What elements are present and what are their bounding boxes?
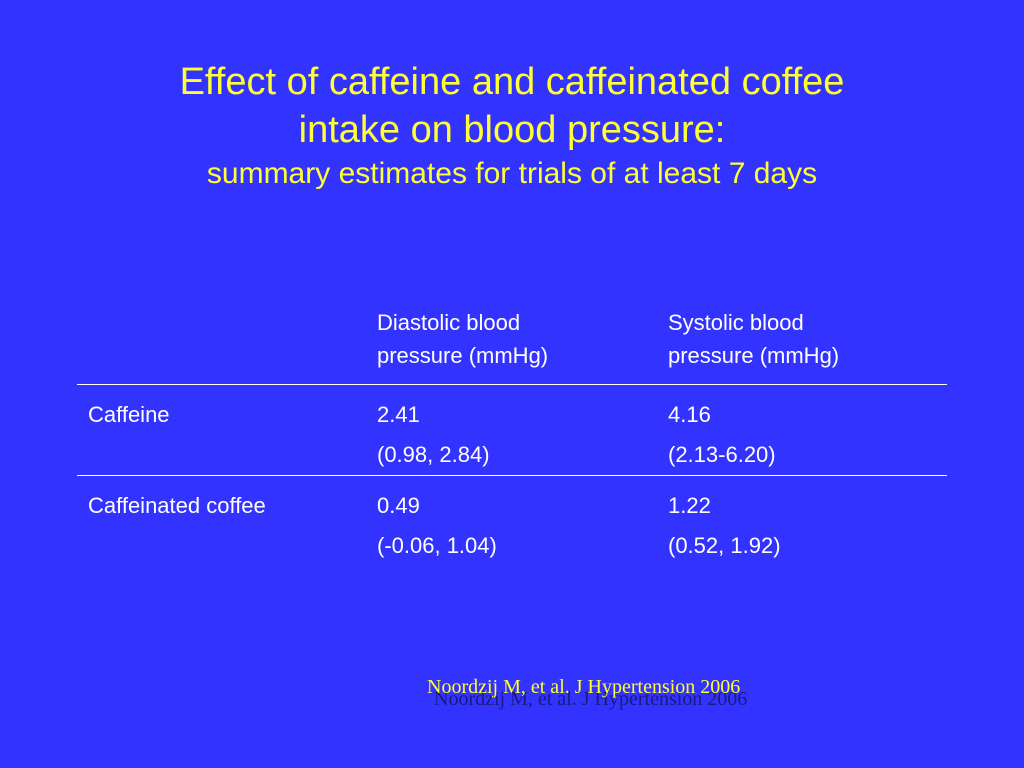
citation-shadow: Noordzij M, et al. J Hypertension 2006 [434, 688, 748, 710]
slide-title-line-2: intake on blood pressure: [298, 109, 726, 151]
row-label: Caffeinated coffee [88, 493, 266, 518]
diastolic-estimate: 2.41 [377, 402, 420, 427]
column-header-diastolic-line-1: Diastolic blood [377, 310, 521, 335]
citation: Noordzij M, et al. J Hypertension 2006 [427, 676, 741, 698]
row-label-cell: Caffeinated coffee [88, 486, 266, 526]
column-header-systolic: Systolic blood pressure (mmHg) [668, 306, 839, 372]
column-header-systolic-line-2: pressure (mmHg) [668, 343, 840, 368]
column-header-diastolic-line-2: pressure (mmHg) [377, 343, 549, 368]
column-header-diastolic: Diastolic blood pressure (mmHg) [377, 306, 548, 372]
systolic-cell: 1.22 (0.52, 1.92) [668, 486, 781, 566]
table-divider-top [77, 384, 947, 385]
row-label-cell: Caffeine [88, 395, 170, 435]
table-row-caffeine: Caffeine 2.41 (0.98, 2.84) 4.16 (2.13-6.… [77, 385, 947, 475]
diastolic-cell: 2.41 (0.98, 2.84) [377, 395, 490, 475]
slide-title-line-1: Effect of caffeine and caffeinated coffe… [179, 61, 845, 103]
table-header-row: Diastolic blood pressure (mmHg) Systolic… [77, 306, 947, 384]
systolic-confidence-interval: (0.52, 1.92) [668, 533, 781, 558]
diastolic-confidence-interval: (-0.06, 1.04) [377, 533, 497, 558]
diastolic-cell: 0.49 (-0.06, 1.04) [377, 486, 497, 566]
diastolic-confidence-interval: (0.98, 2.84) [377, 442, 490, 467]
diastolic-estimate: 0.49 [377, 493, 420, 518]
row-label: Caffeine [88, 402, 170, 427]
table-row-caffeinated-coffee: Caffeinated coffee 0.49 (-0.06, 1.04) 1.… [77, 476, 947, 566]
slide-title-block: Effect of caffeine and caffeinated coffe… [0, 58, 1024, 194]
systolic-confidence-interval: (2.13-6.20) [668, 442, 776, 467]
systolic-estimate: 1.22 [668, 493, 711, 518]
summary-table: Diastolic blood pressure (mmHg) Systolic… [77, 306, 947, 566]
systolic-cell: 4.16 (2.13-6.20) [668, 395, 776, 475]
systolic-estimate: 4.16 [668, 402, 711, 427]
column-header-systolic-line-1: Systolic blood [668, 310, 804, 335]
table-divider-middle [77, 475, 947, 476]
slide-subtitle: summary estimates for trials of at least… [206, 157, 818, 190]
